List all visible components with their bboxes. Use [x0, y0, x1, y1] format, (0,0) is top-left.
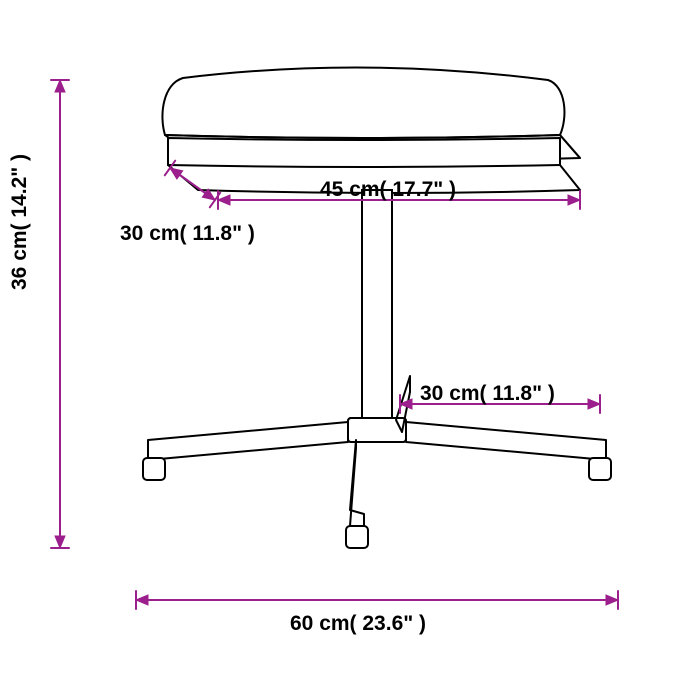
dim-label-depth-top: 30 cm( 11.8" ) — [120, 222, 255, 246]
diagram-svg — [0, 0, 700, 700]
dim-label-leg-half: 30 cm( 11.8" ) — [420, 382, 555, 406]
dim-label-height: 36 cm( 14.2" ) — [8, 154, 32, 290]
dim-label-base-width: 60 cm( 23.6" ) — [290, 612, 426, 636]
diagram-stage: 36 cm( 14.2" ) 30 cm( 11.8" ) 45 cm( 17.… — [0, 0, 700, 700]
dim-label-width-top: 45 cm( 17.7" ) — [320, 178, 456, 202]
